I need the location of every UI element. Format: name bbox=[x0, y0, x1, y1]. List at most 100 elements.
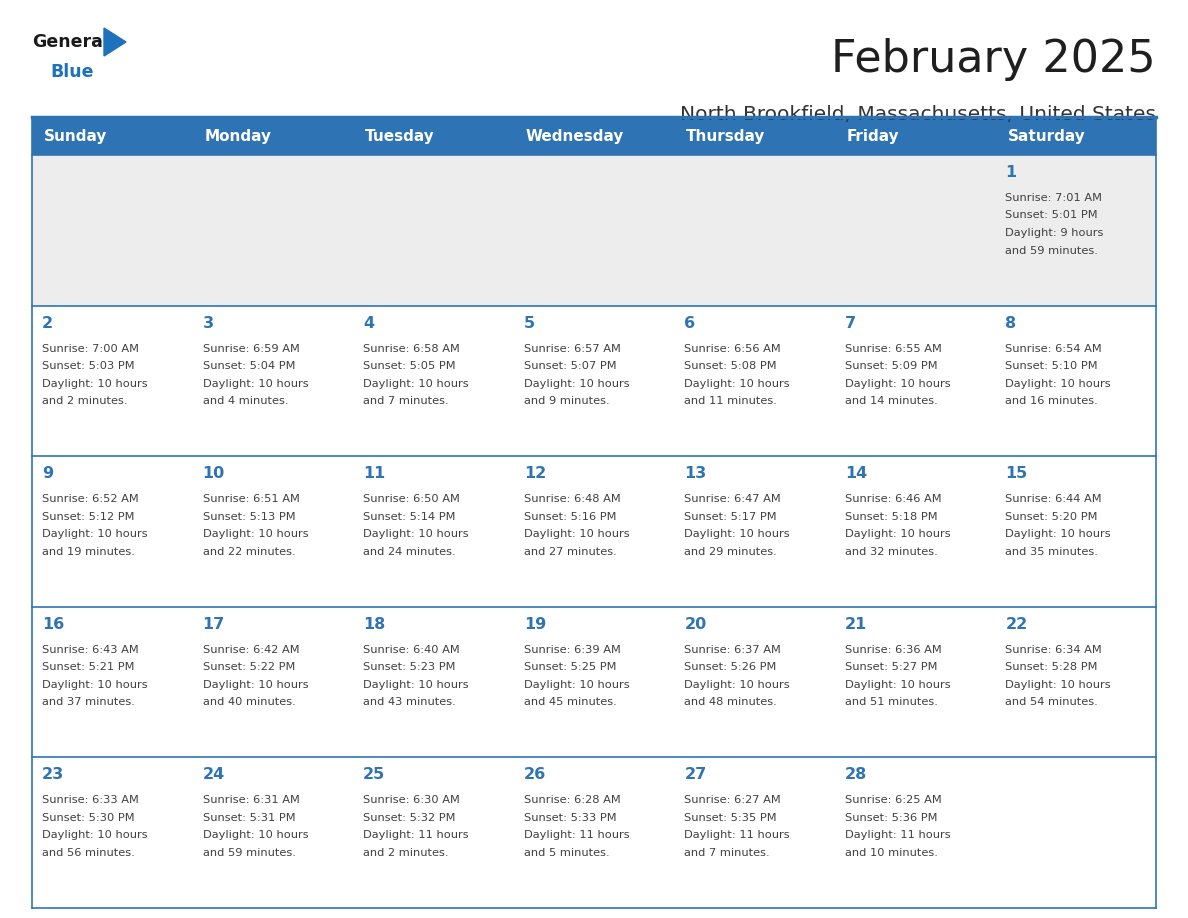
Text: Daylight: 10 hours: Daylight: 10 hours bbox=[42, 529, 147, 539]
Text: 26: 26 bbox=[524, 767, 546, 782]
Text: and 56 minutes.: and 56 minutes. bbox=[42, 848, 134, 858]
Text: Thursday: Thursday bbox=[687, 129, 765, 144]
Text: and 16 minutes.: and 16 minutes. bbox=[1005, 396, 1098, 406]
Text: Sunset: 5:01 PM: Sunset: 5:01 PM bbox=[1005, 210, 1098, 220]
Text: 11: 11 bbox=[364, 466, 385, 481]
Bar bbox=[32, 607, 1156, 757]
Text: and 27 minutes.: and 27 minutes. bbox=[524, 547, 617, 556]
Text: Sunrise: 6:55 AM: Sunrise: 6:55 AM bbox=[845, 343, 942, 353]
Text: Sunset: 5:18 PM: Sunset: 5:18 PM bbox=[845, 511, 937, 521]
Text: Sunset: 5:23 PM: Sunset: 5:23 PM bbox=[364, 662, 456, 672]
Text: 13: 13 bbox=[684, 466, 707, 481]
Text: 22: 22 bbox=[1005, 617, 1028, 632]
Text: Sunset: 5:32 PM: Sunset: 5:32 PM bbox=[364, 813, 456, 823]
Text: Sunrise: 6:34 AM: Sunrise: 6:34 AM bbox=[1005, 644, 1102, 655]
Text: and 7 minutes.: and 7 minutes. bbox=[684, 848, 770, 858]
Text: Daylight: 10 hours: Daylight: 10 hours bbox=[524, 529, 630, 539]
Text: and 37 minutes.: and 37 minutes. bbox=[42, 698, 135, 707]
Text: and 9 minutes.: and 9 minutes. bbox=[524, 396, 609, 406]
Text: Saturday: Saturday bbox=[1007, 129, 1085, 144]
Text: 3: 3 bbox=[203, 316, 214, 330]
Text: Daylight: 10 hours: Daylight: 10 hours bbox=[364, 680, 469, 689]
Text: Sunrise: 6:30 AM: Sunrise: 6:30 AM bbox=[364, 795, 460, 805]
Text: 5: 5 bbox=[524, 316, 535, 330]
Text: Daylight: 10 hours: Daylight: 10 hours bbox=[845, 378, 950, 388]
Text: Sunrise: 6:56 AM: Sunrise: 6:56 AM bbox=[684, 343, 781, 353]
Text: 19: 19 bbox=[524, 617, 546, 632]
Text: and 59 minutes.: and 59 minutes. bbox=[203, 848, 296, 858]
Text: Sunrise: 6:28 AM: Sunrise: 6:28 AM bbox=[524, 795, 620, 805]
Text: Sunrise: 6:58 AM: Sunrise: 6:58 AM bbox=[364, 343, 460, 353]
Text: and 14 minutes.: and 14 minutes. bbox=[845, 396, 937, 406]
Text: and 45 minutes.: and 45 minutes. bbox=[524, 698, 617, 707]
Text: 15: 15 bbox=[1005, 466, 1028, 481]
Text: Daylight: 10 hours: Daylight: 10 hours bbox=[684, 680, 790, 689]
Text: Sunset: 5:12 PM: Sunset: 5:12 PM bbox=[42, 511, 134, 521]
Text: and 2 minutes.: and 2 minutes. bbox=[364, 848, 449, 858]
Text: 4: 4 bbox=[364, 316, 374, 330]
Text: Sunset: 5:25 PM: Sunset: 5:25 PM bbox=[524, 662, 617, 672]
Text: Sunrise: 6:43 AM: Sunrise: 6:43 AM bbox=[42, 644, 139, 655]
Text: Wednesday: Wednesday bbox=[526, 129, 624, 144]
Text: Friday: Friday bbox=[847, 129, 899, 144]
Text: and 24 minutes.: and 24 minutes. bbox=[364, 547, 456, 556]
Text: Monday: Monday bbox=[204, 129, 272, 144]
Text: Daylight: 10 hours: Daylight: 10 hours bbox=[524, 680, 630, 689]
Text: and 40 minutes.: and 40 minutes. bbox=[203, 698, 296, 707]
Text: Daylight: 11 hours: Daylight: 11 hours bbox=[524, 831, 630, 840]
Text: Daylight: 10 hours: Daylight: 10 hours bbox=[684, 529, 790, 539]
Text: and 48 minutes.: and 48 minutes. bbox=[684, 698, 777, 707]
Text: and 51 minutes.: and 51 minutes. bbox=[845, 698, 937, 707]
Text: and 10 minutes.: and 10 minutes. bbox=[845, 848, 937, 858]
Text: Sunset: 5:26 PM: Sunset: 5:26 PM bbox=[684, 662, 777, 672]
Text: 10: 10 bbox=[203, 466, 225, 481]
Text: Sunset: 5:10 PM: Sunset: 5:10 PM bbox=[1005, 361, 1098, 371]
Text: and 35 minutes.: and 35 minutes. bbox=[1005, 547, 1098, 556]
Text: 17: 17 bbox=[203, 617, 225, 632]
Text: Sunrise: 6:40 AM: Sunrise: 6:40 AM bbox=[364, 644, 460, 655]
Text: and 2 minutes.: and 2 minutes. bbox=[42, 396, 127, 406]
Text: Daylight: 10 hours: Daylight: 10 hours bbox=[42, 378, 147, 388]
Text: and 19 minutes.: and 19 minutes. bbox=[42, 547, 135, 556]
Text: Daylight: 10 hours: Daylight: 10 hours bbox=[203, 831, 308, 840]
Polygon shape bbox=[105, 28, 126, 56]
Text: Sunset: 5:14 PM: Sunset: 5:14 PM bbox=[364, 511, 456, 521]
Text: and 59 minutes.: and 59 minutes. bbox=[1005, 245, 1098, 255]
Text: Sunrise: 6:50 AM: Sunrise: 6:50 AM bbox=[364, 494, 460, 504]
Text: 18: 18 bbox=[364, 617, 385, 632]
Text: Daylight: 10 hours: Daylight: 10 hours bbox=[845, 529, 950, 539]
Text: Sunrise: 6:52 AM: Sunrise: 6:52 AM bbox=[42, 494, 139, 504]
Text: Sunset: 5:35 PM: Sunset: 5:35 PM bbox=[684, 813, 777, 823]
Text: Daylight: 11 hours: Daylight: 11 hours bbox=[845, 831, 950, 840]
Text: Sunrise: 6:46 AM: Sunrise: 6:46 AM bbox=[845, 494, 941, 504]
Text: 28: 28 bbox=[845, 767, 867, 782]
Text: Sunset: 5:33 PM: Sunset: 5:33 PM bbox=[524, 813, 617, 823]
Text: Sunset: 5:13 PM: Sunset: 5:13 PM bbox=[203, 511, 295, 521]
Text: Sunset: 5:22 PM: Sunset: 5:22 PM bbox=[203, 662, 295, 672]
Text: Sunday: Sunday bbox=[44, 129, 107, 144]
Text: Sunrise: 6:42 AM: Sunrise: 6:42 AM bbox=[203, 644, 299, 655]
Text: Daylight: 10 hours: Daylight: 10 hours bbox=[42, 680, 147, 689]
Text: Sunset: 5:31 PM: Sunset: 5:31 PM bbox=[203, 813, 295, 823]
Text: Daylight: 10 hours: Daylight: 10 hours bbox=[524, 378, 630, 388]
Text: Sunrise: 6:44 AM: Sunrise: 6:44 AM bbox=[1005, 494, 1102, 504]
Text: and 43 minutes.: and 43 minutes. bbox=[364, 698, 456, 707]
Text: Sunset: 5:20 PM: Sunset: 5:20 PM bbox=[1005, 511, 1098, 521]
Bar bbox=[32, 757, 1156, 908]
Text: Sunset: 5:36 PM: Sunset: 5:36 PM bbox=[845, 813, 937, 823]
Text: and 7 minutes.: and 7 minutes. bbox=[364, 396, 449, 406]
Text: Daylight: 10 hours: Daylight: 10 hours bbox=[364, 378, 469, 388]
Bar bbox=[32, 456, 1156, 607]
Text: Sunset: 5:05 PM: Sunset: 5:05 PM bbox=[364, 361, 456, 371]
Text: and 54 minutes.: and 54 minutes. bbox=[1005, 698, 1098, 707]
Text: Sunrise: 6:54 AM: Sunrise: 6:54 AM bbox=[1005, 343, 1102, 353]
Text: and 22 minutes.: and 22 minutes. bbox=[203, 547, 295, 556]
Text: 14: 14 bbox=[845, 466, 867, 481]
Text: Sunset: 5:03 PM: Sunset: 5:03 PM bbox=[42, 361, 134, 371]
Text: 7: 7 bbox=[845, 316, 857, 330]
Text: 2: 2 bbox=[42, 316, 53, 330]
Text: North Brookfield, Massachusetts, United States: North Brookfield, Massachusetts, United … bbox=[680, 105, 1156, 124]
Text: Sunrise: 6:25 AM: Sunrise: 6:25 AM bbox=[845, 795, 942, 805]
Text: 27: 27 bbox=[684, 767, 707, 782]
Text: 23: 23 bbox=[42, 767, 64, 782]
